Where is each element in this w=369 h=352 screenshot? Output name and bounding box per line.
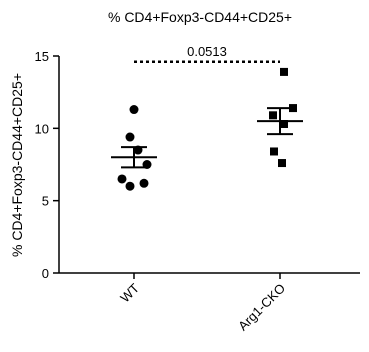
data-point-circle — [139, 178, 149, 188]
y-ticks: 0 5 10 15 — [35, 49, 59, 281]
data-point-circle — [125, 181, 135, 191]
y-tick-label: 0 — [42, 266, 49, 281]
y-tick-label: 10 — [35, 121, 49, 136]
data-point-circle — [142, 160, 152, 169]
data-point-square — [280, 119, 288, 128]
data-point-circle — [125, 132, 135, 142]
chart-title: % CD4+Foxp3-CD44+CD25+ — [108, 9, 292, 25]
y-axis-label: % CD4+Foxp3-CD44+CD25+ — [9, 73, 25, 257]
data-point-square — [280, 67, 288, 76]
group-1 — [257, 67, 303, 168]
significance-annotation: 0.0513 — [134, 44, 280, 64]
y-tick-label: 15 — [35, 49, 49, 64]
data-marks — [111, 67, 303, 191]
data-point-circle — [129, 105, 139, 115]
data-point-circle — [117, 174, 127, 184]
data-point-square — [278, 159, 286, 168]
x-categories: WT Arg1-CKO — [117, 273, 288, 334]
x-tick-label: WT — [117, 280, 142, 305]
x-tick-label: Arg1-CKO — [235, 281, 288, 334]
data-point-square — [269, 111, 277, 120]
data-point-square — [270, 147, 278, 156]
y-tick-label: 5 — [42, 194, 49, 209]
data-point-square — [289, 104, 297, 113]
data-point-circle — [133, 145, 143, 155]
p-value-label: 0.0513 — [187, 44, 227, 59]
group-0 — [111, 105, 157, 191]
